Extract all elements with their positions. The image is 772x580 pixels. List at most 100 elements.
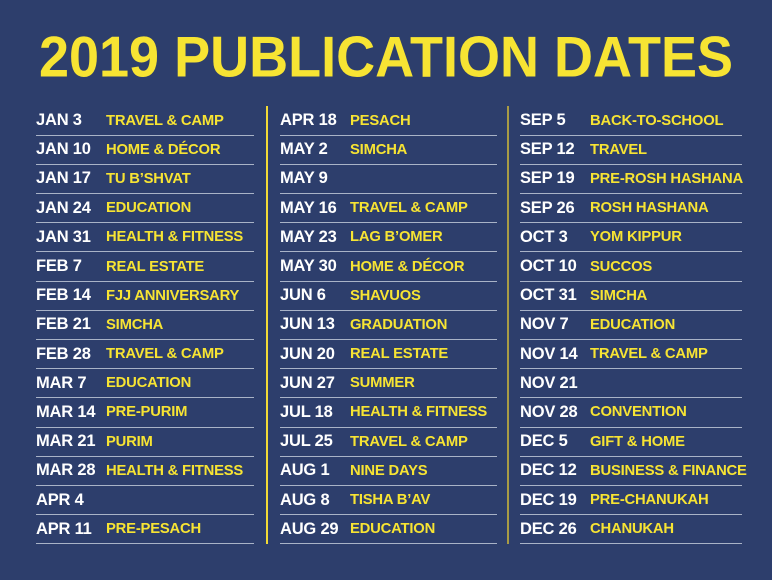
- publication-topic: BACK-TO-SCHOOL: [590, 112, 724, 129]
- publication-date: MAY 16: [280, 198, 337, 217]
- publication-date: MAR 7: [36, 373, 87, 392]
- publication-row: MAY 30 HOME & DÉCOR: [280, 252, 497, 282]
- publication-row: JAN 10 HOME & DÉCOR: [36, 136, 254, 165]
- calendar-column-apr-aug: APR 18 PESACH MAY 2 SIMCHA MAY 9 MAY 16 TRAVEL…: [280, 106, 497, 545]
- publication-topic: PRE-CHANUKAH: [590, 492, 709, 508]
- publication-topic: EDUCATION: [106, 200, 192, 217]
- publication-topic: PRE-ROSH HASHANA: [590, 170, 743, 187]
- publication-row: MAY 9: [280, 165, 497, 195]
- publication-row: JAN 17 TU B’SHVAT: [36, 165, 254, 195]
- publication-date: AUG 8: [280, 490, 330, 509]
- publication-date: MAY 2: [280, 140, 328, 159]
- publication-row: FEB 14 FJJ ANNIVERSARY: [36, 282, 254, 311]
- publication-row: DEC 19 PRE-CHANUKAH: [520, 486, 742, 516]
- publication-row: FEB 28 TRAVEL & CAMP: [36, 340, 254, 370]
- publication-date: JUL 25: [280, 432, 333, 451]
- publication-row: APR 11 PRE-PESACH: [36, 515, 254, 545]
- publication-date: OCT 3: [520, 227, 568, 246]
- publication-date: MAR 14: [36, 402, 96, 421]
- publication-date: SEP 26: [520, 198, 575, 217]
- publication-topic: NINE DAYS: [350, 462, 428, 479]
- publication-topic: TU B’SHVAT: [106, 170, 191, 187]
- publication-date: NOV 14: [520, 344, 578, 363]
- publication-row: JUN 20 REAL ESTATE: [280, 340, 497, 370]
- publication-topic: REAL ESTATE: [350, 346, 449, 363]
- publication-topic: HOME & DÉCOR: [106, 141, 221, 158]
- publication-topic: SHAVUOS: [350, 287, 421, 304]
- publication-row: SEP 26 ROSH HASHANA: [520, 194, 742, 224]
- publication-date: SEP 5: [520, 111, 566, 130]
- publication-date: SEP 12: [520, 140, 575, 159]
- publication-topic: TRAVEL & CAMP: [350, 433, 468, 450]
- publication-date: APR 4: [36, 490, 84, 509]
- publication-row: JUL 25 TRAVEL & CAMP: [280, 428, 497, 457]
- publication-row: JUN 13 GRADUATION: [280, 311, 497, 340]
- publication-row: MAR 14 PRE-PURIM: [36, 398, 254, 428]
- publication-date: MAR 28: [36, 461, 96, 480]
- publication-row: JAN 31 HEALTH & FITNESS: [36, 223, 254, 253]
- publication-topic: EDUCATION: [350, 521, 436, 538]
- publication-row: SEP 5 BACK-TO-SCHOOL: [520, 106, 742, 136]
- publication-date: FEB 7: [36, 257, 82, 275]
- publication-date: FEB 28: [36, 344, 91, 363]
- publication-date: DEC 26: [520, 519, 577, 538]
- calendar-column-sep-dec: SEP 5 BACK-TO-SCHOOL SEP 12 TRAVEL SEP 19 PRE…: [520, 106, 747, 545]
- publication-date: FEB 21: [36, 315, 91, 334]
- publication-topic: CHANUKAH: [590, 521, 674, 538]
- publication-row: SEP 12 TRAVEL: [520, 136, 742, 165]
- publication-date: APR 18: [280, 111, 337, 130]
- publication-topic: SIMCHA: [106, 316, 164, 333]
- publication-row: MAR 7 EDUCATION: [36, 369, 254, 399]
- publication-topic: HEALTH & FITNESS: [106, 229, 244, 246]
- publication-row: JAN 24 EDUCATION: [36, 194, 254, 224]
- publication-date: SEP 19: [520, 169, 575, 188]
- publication-topic: SUCCOS: [590, 258, 653, 275]
- publication-row: NOV 21: [520, 369, 742, 399]
- publication-topic: HEALTH & FITNESS: [106, 462, 244, 479]
- publication-date: DEC 12: [520, 461, 577, 480]
- publication-topic: GRADUATION: [350, 316, 448, 333]
- publication-topic: LAG B’OMER: [350, 229, 443, 246]
- publication-row: DEC 12 BUSINESS & FINANCE: [520, 457, 747, 486]
- publication-row: MAY 2 SIMCHA: [280, 136, 497, 165]
- publication-date: DEC 5: [520, 432, 568, 451]
- column-divider-left: [266, 106, 268, 545]
- publication-row: NOV 7 EDUCATION: [520, 311, 742, 340]
- publication-date: FEB 14: [36, 286, 91, 305]
- publication-date: JAN 31: [36, 227, 91, 246]
- publication-date: AUG 1: [280, 461, 330, 480]
- publication-topic: SIMCHA: [350, 141, 408, 158]
- publication-topic: TRAVEL & CAMP: [106, 112, 224, 129]
- publication-row: OCT 10 SUCCOS: [520, 252, 742, 282]
- publication-row: FEB 7 REAL ESTATE: [36, 252, 254, 282]
- publication-date: MAR 21: [36, 432, 96, 451]
- publication-date: JUN 27: [280, 373, 335, 392]
- publication-row: NOV 14 TRAVEL & CAMP: [520, 340, 742, 370]
- publication-topic: TRAVEL & CAMP: [106, 346, 224, 363]
- publication-row: SEP 19 PRE-ROSH HASHANA: [520, 165, 743, 195]
- publication-row: JAN 3 TRAVEL & CAMP: [36, 106, 254, 136]
- publication-row: AUG 29 EDUCATION: [280, 515, 497, 545]
- publication-topic: EDUCATION: [106, 375, 192, 392]
- column-divider-right: [507, 106, 509, 545]
- publication-date: NOV 21: [520, 373, 578, 392]
- publication-row: APR 4: [36, 486, 254, 516]
- publication-date: NOV 7: [520, 315, 569, 334]
- publication-row: MAY 16 TRAVEL & CAMP: [280, 194, 497, 224]
- publication-date: DEC 19: [520, 490, 577, 509]
- publication-topic: BUSINESS & FINANCE: [590, 462, 747, 479]
- publication-topic: SUMMER: [350, 375, 415, 392]
- publication-date: MAY 23: [280, 227, 337, 246]
- publication-row: FEB 21 SIMCHA: [36, 311, 254, 340]
- publication-topic: EDUCATION: [590, 316, 676, 333]
- publication-topic: YOM KIPPUR: [590, 229, 682, 246]
- publication-topic: SIMCHA: [590, 287, 648, 304]
- publication-topic: REAL ESTATE: [106, 258, 205, 275]
- publication-row: AUG 1 NINE DAYS: [280, 457, 497, 486]
- publication-date: OCT 10: [520, 257, 577, 275]
- calendar-column-jan-apr: JAN 3 TRAVEL & CAMP JAN 10 HOME & DÉCOR JAN …: [36, 106, 254, 545]
- publication-row: JUN 6 SHAVUOS: [280, 282, 497, 311]
- publication-topic: PURIM: [106, 433, 153, 450]
- publication-date: NOV 28: [520, 402, 578, 421]
- publication-row: JUN 27 SUMMER: [280, 369, 497, 399]
